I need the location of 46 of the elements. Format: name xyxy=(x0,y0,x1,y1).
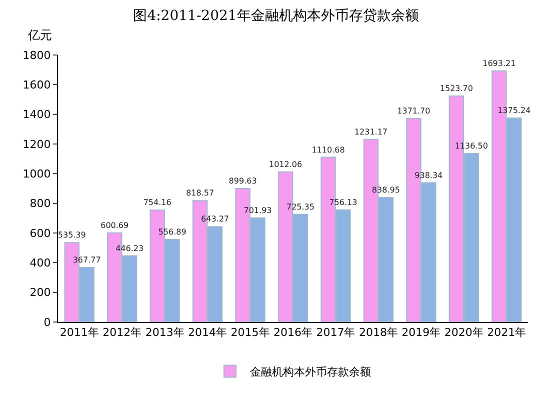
data-label: 756.13 xyxy=(329,198,358,207)
x-tick-label: 2013年 xyxy=(145,326,184,340)
data-label: 1110.68 xyxy=(312,145,345,154)
y-tick-label: 400 xyxy=(30,256,51,270)
x-tick-label: 2016年 xyxy=(274,326,312,340)
data-label: 1375.24 xyxy=(498,106,531,116)
legend-label: 金融机构本外币存款余额 xyxy=(250,366,371,378)
y-tick-label: 600 xyxy=(30,226,51,240)
data-label: 899.63 xyxy=(228,176,257,186)
data-label: 725.35 xyxy=(286,202,314,212)
data-label: 754.16 xyxy=(143,198,172,208)
x-tick-label: 2014年 xyxy=(188,326,228,340)
data-label: 1012.06 xyxy=(268,160,302,169)
data-label: 600.69 xyxy=(100,220,129,230)
data-label: 367.77 xyxy=(72,255,101,264)
data-label: 701.93 xyxy=(244,206,272,215)
y-tick-label: 1000 xyxy=(22,168,51,181)
y-tick-label: 1800 xyxy=(22,48,51,62)
y-tick-label: 200 xyxy=(30,286,51,300)
x-tick-label: 2020年 xyxy=(444,326,484,340)
x-tick-label: 2011年 xyxy=(60,326,99,340)
y-tick-label: 0 xyxy=(44,316,51,329)
y-tick-label: 1400 xyxy=(22,108,51,122)
x-tick-label: 2012年 xyxy=(102,326,142,340)
x-tick-label: 2021年 xyxy=(487,326,526,340)
y-tick-label: 1200 xyxy=(22,138,51,151)
x-tick-label: 2015年 xyxy=(230,326,270,340)
data-label: 535.39 xyxy=(58,230,86,240)
data-label: 1523.70 xyxy=(440,84,473,93)
data-label: 1231.17 xyxy=(354,127,388,136)
data-label: 556.89 xyxy=(158,227,186,236)
data-label: 643.27 xyxy=(201,214,230,224)
x-tick-label: 2019年 xyxy=(402,326,441,340)
y-axis-title: 亿元 xyxy=(27,28,52,42)
data-label: 1693.21 xyxy=(482,58,516,68)
x-tick-label: 2017年 xyxy=(316,326,356,340)
data-label: 1371.70 xyxy=(397,106,430,116)
x-tick-label: 2018年 xyxy=(358,326,398,340)
y-tick-label: 1600 xyxy=(22,78,51,92)
data-label: 1136.50 xyxy=(454,141,488,150)
data-label: 446.23 xyxy=(116,244,144,253)
y-tick-label: 800 xyxy=(30,197,51,210)
chart-title: 图4:2011-2021年金融机构本外币存贷款余额 xyxy=(133,8,419,24)
data-label: 838.95 xyxy=(372,186,400,195)
data-label: 938.34 xyxy=(414,170,443,180)
data-label: 818.57 xyxy=(186,188,214,198)
